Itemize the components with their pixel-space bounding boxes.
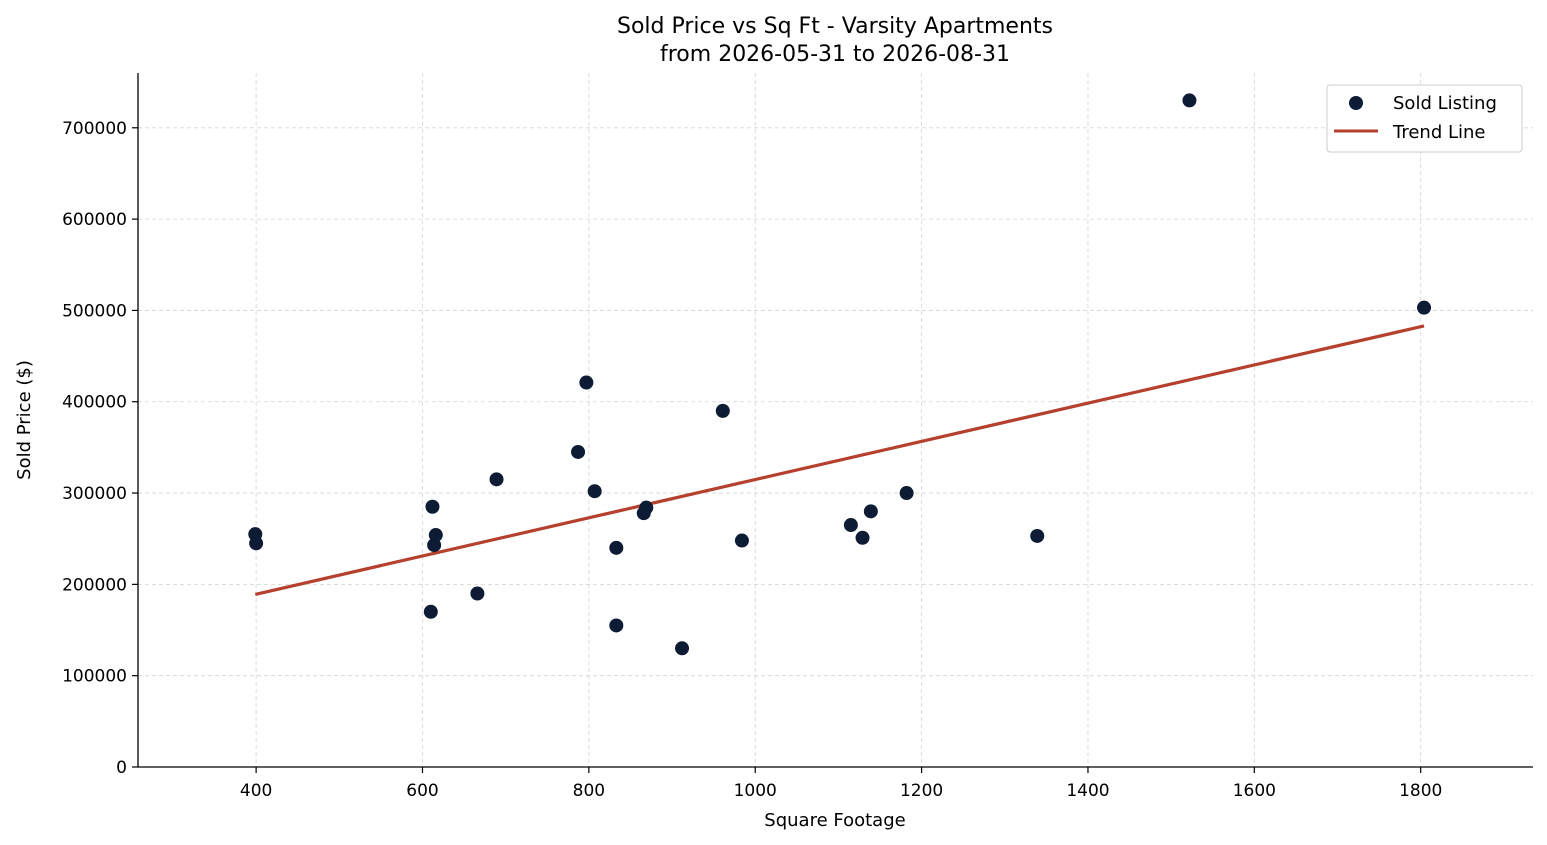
- x-tick-label: 1000: [734, 781, 777, 801]
- data-point: [1417, 300, 1432, 315]
- x-tick-label: 600: [406, 781, 438, 801]
- x-tick-label: 1600: [1233, 781, 1276, 801]
- data-point: [843, 518, 858, 533]
- legend-label-trend-line: Trend Line: [1392, 122, 1486, 143]
- data-point: [579, 375, 594, 390]
- data-point: [609, 618, 624, 633]
- x-tick-label: 1400: [1066, 781, 1109, 801]
- data-point: [855, 530, 870, 545]
- data-point: [428, 528, 443, 543]
- data-point: [899, 486, 914, 501]
- x-tick-label: 400: [240, 781, 272, 801]
- data-point: [734, 533, 749, 548]
- y-tick-label: 200000: [62, 575, 127, 595]
- y-axis-label: Sold Price ($): [14, 360, 35, 480]
- chart-title-line2: from 2026-05-31 to 2026-08-31: [660, 42, 1010, 67]
- legend-label-sold-listing: Sold Listing: [1393, 93, 1497, 114]
- y-tick-label: 0: [116, 758, 127, 778]
- data-point: [470, 586, 485, 601]
- legend: Sold Listing Trend Line: [1326, 84, 1523, 153]
- chart-title-line1: Sold Price vs Sq Ft - Varsity Apartments: [617, 14, 1053, 39]
- data-point: [1182, 93, 1197, 108]
- data-point: [425, 499, 440, 514]
- y-tick-label: 300000: [62, 484, 127, 504]
- y-tick-label: 400000: [62, 393, 127, 413]
- y-tick-label: 500000: [62, 301, 127, 321]
- data-point: [675, 641, 690, 656]
- x-axis-ticks: 400 600 800 1000 1200 1400 1600 1800: [240, 767, 1442, 801]
- data-point: [639, 500, 654, 515]
- y-tick-label: 700000: [62, 119, 127, 139]
- data-points: [248, 93, 1432, 656]
- data-point: [249, 536, 264, 551]
- data-point: [489, 472, 504, 487]
- legend-box: [1326, 84, 1523, 153]
- data-point: [587, 484, 602, 499]
- trend-line: [254, 324, 1425, 596]
- data-point: [423, 604, 438, 619]
- data-point: [715, 403, 730, 418]
- trend-line-layer: [254, 324, 1425, 596]
- gridlines: [138, 73, 1533, 768]
- x-tick-label: 1200: [900, 781, 943, 801]
- y-axis-ticks: 0 100000 200000 300000 400000 500000 600000 700…: [62, 119, 138, 778]
- x-tick-label: 1800: [1399, 781, 1442, 801]
- x-axis-label: Square Footage: [764, 810, 905, 831]
- data-point: [863, 504, 878, 519]
- data-point: [609, 540, 624, 555]
- data-point: [1030, 528, 1045, 543]
- legend-marker-sold-listing: [1349, 96, 1363, 110]
- y-tick-label: 600000: [62, 210, 127, 230]
- y-tick-label: 100000: [62, 667, 127, 687]
- data-point: [571, 444, 586, 459]
- x-tick-label: 800: [573, 781, 605, 801]
